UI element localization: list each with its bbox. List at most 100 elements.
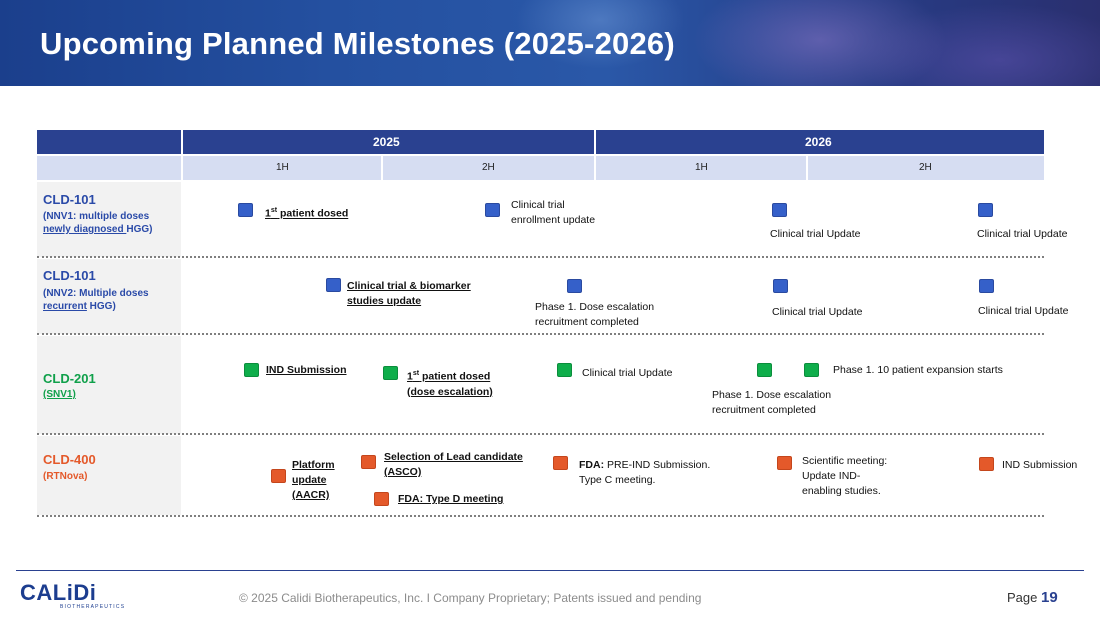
- milestone-marker: [773, 279, 788, 293]
- milestone-marker: [979, 279, 994, 293]
- year-label-2026: 2026: [805, 135, 832, 149]
- project-subtitle: (NNV2: Multiple doses recurrent HGG): [43, 287, 149, 313]
- milestone-label: IND Submission: [1002, 459, 1078, 471]
- half-header-2025-2h: [383, 156, 594, 180]
- row-label-bg: [37, 336, 181, 434]
- half-header-blank: [37, 156, 181, 180]
- copyright-notice: © 2025 Calidi Biotherapeutics, Inc. I Co…: [239, 591, 702, 605]
- page-title: Upcoming Planned Milestones (2025-2026): [40, 26, 675, 61]
- project-subtitle: (NNV1: multiple doses newly diagnosed HG…: [43, 210, 152, 236]
- milestone-line: studies update: [347, 295, 422, 307]
- milestone-label: Clinical trial & biomarker studies updat…: [347, 279, 471, 309]
- page-number-value: 19: [1041, 589, 1058, 606]
- milestone-line: Type C meeting.: [579, 474, 656, 486]
- milestone-marker: [978, 203, 993, 217]
- half-header-2026-1h: [596, 156, 806, 180]
- half-label: 2H: [919, 162, 932, 173]
- project-title: CLD-101: [43, 192, 96, 207]
- logo-subtext: BIOTHERAPEUTICS: [60, 604, 126, 610]
- project-sub-underlined: newly diagnosed: [43, 224, 127, 235]
- project-sub-rest: HGG): [86, 301, 116, 312]
- year-label-2025: 2025: [373, 135, 400, 149]
- milestone-label: Clinical trial Update: [978, 305, 1069, 317]
- milestone-line: Clinical trial & biomarker: [347, 280, 471, 292]
- row-label-bg: [37, 182, 181, 257]
- milestone-marker: [567, 279, 582, 293]
- milestone-line: Phase 1. Dose escalation: [712, 389, 832, 401]
- milestone-marker: [361, 455, 376, 469]
- milestone-marker: [557, 363, 572, 377]
- milestone-label: Phase 1. Dose escalation recruitment com…: [712, 388, 831, 418]
- header-banner: Upcoming Planned Milestones (2025-2026): [0, 0, 1100, 86]
- milestone-line: PRE-IND Submission.: [604, 459, 711, 471]
- milestone-label: Scientific meeting: Update IND- enabling…: [802, 454, 887, 499]
- milestone-line: (ASCO): [384, 466, 422, 478]
- milestone-marker: [326, 278, 341, 292]
- milestone-marker: [772, 203, 787, 217]
- year-header-blank: [37, 130, 181, 154]
- milestone-label: 1st patient dosed: [265, 207, 349, 220]
- half-label: 1H: [695, 162, 708, 173]
- project-title: CLD-400: [43, 452, 96, 467]
- milestone-label: Phase 1. Dose escalation recruitment com…: [535, 300, 654, 330]
- milestone-marker: [374, 492, 389, 506]
- project-title: CLD-201: [43, 371, 96, 386]
- project-subtitle: (SNV1): [43, 389, 76, 400]
- milestone-line: recruitment completed: [535, 316, 639, 328]
- half-header-2026-2h: [808, 156, 1044, 180]
- company-logo: CALiDi BIOTHERAPEUTICS: [20, 580, 126, 611]
- milestone-line: (AACR): [292, 489, 330, 501]
- milestone-line: recruitment completed: [712, 404, 816, 416]
- page-number: Page 19: [1007, 589, 1058, 606]
- milestone-line: update: [292, 474, 327, 486]
- milestone-marker: [383, 366, 398, 380]
- half-label: 1H: [276, 162, 289, 173]
- milestone-marker: [553, 456, 568, 470]
- milestone-label: Clinical trial Update: [772, 306, 863, 318]
- milestone-marker: [244, 363, 259, 377]
- milestone-marker: [777, 456, 792, 470]
- half-label: 2H: [482, 162, 495, 173]
- half-header-2025-1h: [183, 156, 381, 180]
- logo-text: CALiDi: [20, 580, 97, 605]
- milestone-label: FDA: PRE-IND Submission. Type C meeting.: [579, 458, 710, 488]
- row-label-bg: [37, 436, 181, 515]
- year-header-2025: [183, 130, 594, 154]
- year-header-2026: [596, 130, 1044, 154]
- milestone-line: Update IND-: [802, 470, 861, 482]
- row-divider: [37, 433, 1044, 435]
- milestone-label: Clinical trial enrollment update: [511, 198, 595, 228]
- milestone-marker: [979, 457, 994, 471]
- milestone-line: Scientific meeting:: [802, 455, 888, 467]
- milestone-label: Phase 1. 10 patient expansion starts: [833, 364, 1003, 376]
- project-sub-line: (NNV1: multiple doses: [43, 211, 150, 222]
- page-label: Page: [1007, 590, 1038, 605]
- milestone-line: enabling studies.: [802, 485, 881, 497]
- footer-divider: [16, 570, 1084, 571]
- milestone-marker: [757, 363, 772, 377]
- project-sub-line: (NNV2: Multiple doses: [43, 288, 149, 299]
- milestone-marker: [271, 469, 286, 483]
- milestone-label: Clinical trial Update: [977, 228, 1068, 240]
- milestone-label: Platform update (AACR): [292, 458, 335, 503]
- milestone-line: Selection of Lead candidate: [384, 451, 523, 463]
- milestone-line: Clinical trial: [511, 199, 565, 211]
- row-divider: [37, 333, 1044, 335]
- milestone-line: Phase 1. Dose escalation: [535, 301, 655, 313]
- milestone-label: Clinical trial Update: [770, 228, 861, 240]
- milestone-label: 1st patient dosed (dose escalation): [407, 370, 493, 398]
- milestone-bold: FDA:: [579, 459, 605, 471]
- milestone-label: Selection of Lead candidate (ASCO): [384, 450, 523, 480]
- milestone-line: enrollment update: [511, 214, 596, 226]
- project-title: CLD-101: [43, 268, 96, 283]
- milestone-label: Clinical trial Update: [582, 367, 673, 379]
- milestone-marker: [238, 203, 253, 217]
- milestone-line: Platform: [292, 459, 335, 471]
- milestone-label: FDA: Type D meeting: [398, 493, 504, 505]
- row-divider: [37, 256, 1044, 258]
- project-subtitle: (RTNova): [43, 471, 88, 482]
- milestone-marker: [804, 363, 819, 377]
- row-label-bg: [37, 259, 181, 334]
- project-sub-underlined: recurrent: [43, 301, 87, 312]
- milestone-marker: [485, 203, 500, 217]
